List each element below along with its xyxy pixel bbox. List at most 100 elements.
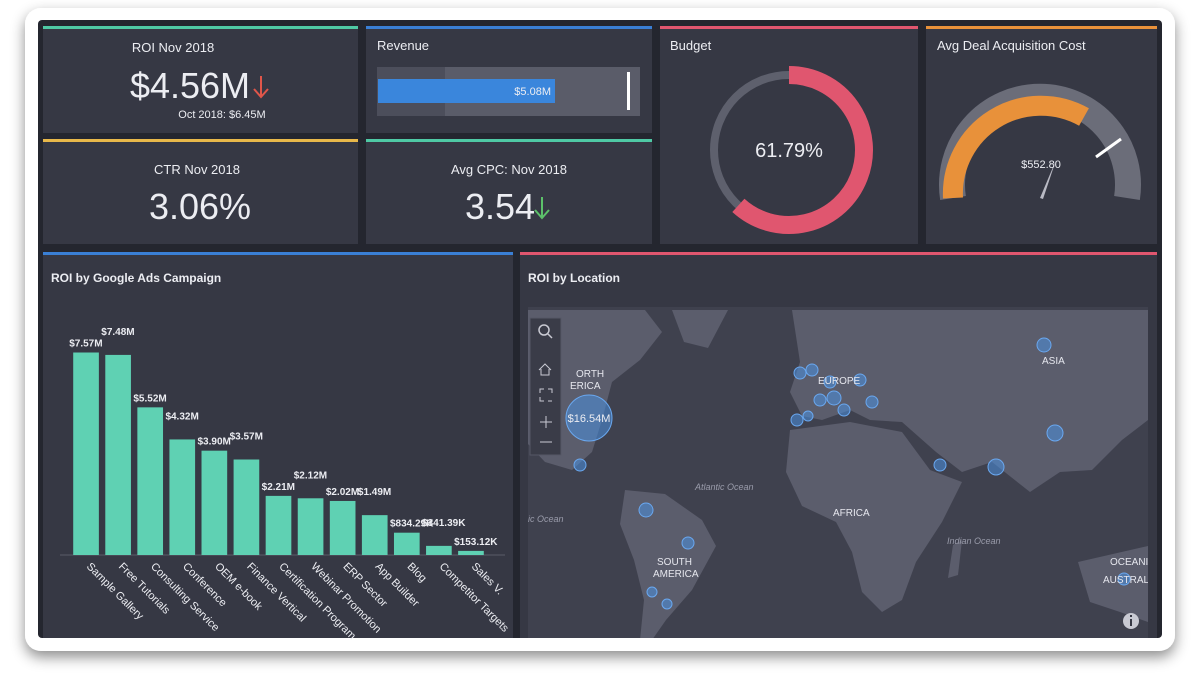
- value-label: $4.32M: [165, 411, 198, 422]
- donut-arc: [732, 66, 873, 234]
- card: [366, 139, 652, 244]
- bubble: [793, 366, 807, 380]
- kpi-title: Budget: [670, 38, 712, 53]
- value-label: $2.02M: [326, 487, 359, 498]
- bar: [426, 545, 452, 555]
- bubble: [826, 390, 842, 406]
- bar: [361, 515, 388, 555]
- map-label: AFRICA: [833, 508, 870, 519]
- search-button[interactable]: [538, 324, 550, 336]
- kpi-title: Avg Deal Acquisition Cost: [937, 38, 1086, 53]
- bubble: [1046, 424, 1064, 442]
- map-label: AMERICA: [653, 569, 699, 580]
- bubble: [865, 395, 879, 409]
- card-accent: [520, 252, 1157, 255]
- card-accent: [366, 139, 652, 142]
- bar: [329, 500, 356, 555]
- down-arrow: [253, 76, 269, 99]
- kpi-value: $4.56M: [130, 65, 250, 106]
- bubble: [802, 410, 814, 422]
- bubble: [681, 536, 695, 550]
- kpi-title: Revenue: [377, 38, 429, 53]
- ocean-label: Atlantic Ocean: [694, 482, 754, 492]
- bubble: [661, 598, 673, 610]
- kpi-title: Avg CPC: Nov 2018: [451, 162, 567, 177]
- zoom-select-button[interactable]: [539, 388, 553, 402]
- map-label: ASIA: [1042, 356, 1065, 367]
- zoom-in-button[interactable]: [540, 416, 552, 428]
- value-label: $7.57M: [69, 339, 102, 350]
- gauge-fill: [942, 95, 1089, 199]
- value-label: $7.48M: [101, 327, 134, 338]
- card-accent: [366, 26, 652, 29]
- island: [948, 540, 962, 578]
- map-label: SOUTH: [657, 557, 692, 568]
- kpi-value: 3.54: [465, 186, 535, 227]
- map-label: EUROPE: [818, 376, 861, 387]
- bubble: [1036, 337, 1052, 353]
- bar: [201, 450, 228, 555]
- bubble: [638, 502, 654, 518]
- value-label: $2.21M: [262, 482, 295, 493]
- gauge-label: $552.80: [1021, 159, 1061, 171]
- bubble: [987, 458, 1005, 476]
- continent: [620, 490, 716, 638]
- bubble: [573, 458, 587, 472]
- card-accent: [660, 26, 918, 29]
- bubble: [805, 363, 819, 377]
- value-label: $3.57M: [230, 432, 263, 443]
- donut-label: 61.79%: [755, 140, 823, 162]
- bar: [169, 439, 196, 555]
- bubble: [790, 413, 804, 427]
- value-label: $5.52M: [133, 393, 166, 404]
- card-accent: [926, 26, 1157, 29]
- gauge-needle: [1040, 160, 1056, 199]
- bullet-bar: [378, 79, 555, 103]
- map-label: ORTH: [576, 369, 604, 380]
- map-label: OCEANI: [1110, 557, 1148, 568]
- bullet-target: [627, 72, 630, 110]
- map-title: ROI by Location: [528, 271, 620, 285]
- chart-title: ROI by Google Ads Campaign: [51, 271, 221, 285]
- info-icon: [1130, 619, 1132, 626]
- map-label: AUSTRAL: [1103, 575, 1150, 586]
- value-label: $834.29K: [390, 519, 434, 530]
- bubble: [646, 586, 658, 598]
- value-label: $153.12K: [454, 537, 498, 548]
- value-label: $1.49M: [358, 487, 391, 498]
- bubble: [565, 394, 613, 442]
- map-toolbar: [529, 317, 562, 456]
- bubbles: [565, 337, 1131, 610]
- bar: [233, 459, 260, 555]
- bar: [105, 354, 131, 555]
- bubble: [837, 403, 851, 417]
- map: ORTH ERICA EUROPE ASIA AFRICA SOUTH AMER…: [528, 307, 1150, 638]
- bullet-label: $5.08M: [514, 86, 551, 98]
- continent: [790, 310, 1148, 492]
- info-icon: [1130, 615, 1132, 617]
- bar: [458, 550, 484, 555]
- home-button[interactable]: [538, 363, 552, 376]
- ocean-label: ic Ocean: [528, 514, 564, 524]
- card: [43, 139, 358, 244]
- bubble: [813, 393, 827, 407]
- ocean-label: Indian Ocean: [947, 536, 1001, 546]
- bar: [265, 495, 292, 555]
- bubble-label: $16.54M: [568, 413, 611, 425]
- bubble: [933, 458, 947, 472]
- value-label: $341.39K: [422, 518, 466, 529]
- card-accent: [43, 26, 358, 29]
- value-label: $3.90M: [198, 437, 231, 448]
- kpi-value: 3.06%: [149, 186, 251, 227]
- kpi-title: CTR Nov 2018: [154, 162, 240, 177]
- continent: [1078, 546, 1148, 622]
- bar: [137, 407, 164, 555]
- bar: [73, 352, 99, 555]
- continent: [786, 422, 962, 612]
- kpi-title: ROI Nov 2018: [132, 40, 214, 55]
- bar: [393, 532, 420, 555]
- bar: [297, 498, 324, 555]
